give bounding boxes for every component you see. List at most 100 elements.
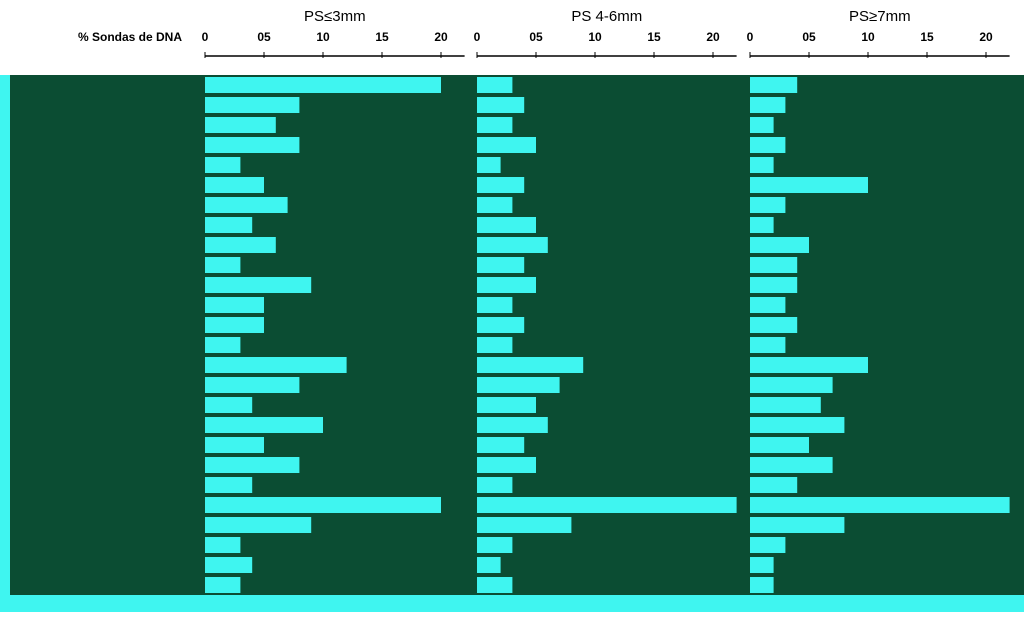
bar (477, 157, 501, 173)
x-tick-label: 20 (979, 30, 993, 44)
bar (205, 357, 347, 373)
bar (205, 197, 288, 213)
bar (750, 297, 786, 313)
bar (750, 557, 774, 573)
bar (477, 117, 513, 133)
bar (477, 277, 536, 293)
x-tick-label: 15 (920, 30, 934, 44)
x-tick-label: 10 (861, 30, 875, 44)
bar (205, 537, 241, 553)
bar (205, 417, 323, 433)
bar (477, 177, 525, 193)
bar (205, 497, 441, 513)
bar (750, 497, 1010, 513)
bar (477, 557, 501, 573)
bar (477, 357, 584, 373)
bar (477, 397, 536, 413)
x-tick-label: 10 (316, 30, 330, 44)
bar (477, 537, 513, 553)
bar (205, 277, 312, 293)
x-tick-label: 10 (588, 30, 602, 44)
x-tick-label: 05 (257, 30, 271, 44)
bar (750, 77, 798, 93)
bar (477, 97, 525, 113)
x-tick-label: 15 (647, 30, 661, 44)
bar (477, 437, 525, 453)
bar (205, 517, 312, 533)
bar (750, 397, 821, 413)
bar (477, 77, 513, 93)
bar (477, 517, 572, 533)
x-tick-label: 20 (706, 30, 720, 44)
panel-title: PS≤3mm (304, 8, 366, 25)
bar (750, 97, 786, 113)
bar (750, 477, 798, 493)
bar (205, 297, 264, 313)
bar (205, 77, 441, 93)
bar (205, 477, 253, 493)
bar (750, 357, 868, 373)
bar (750, 277, 798, 293)
bar (205, 557, 253, 573)
bar (477, 497, 737, 513)
bar (477, 217, 536, 233)
x-tick-label: 05 (802, 30, 816, 44)
bar (477, 577, 513, 593)
bar (750, 117, 774, 133)
bar (750, 517, 845, 533)
bar (750, 377, 833, 393)
bar (750, 177, 868, 193)
bar (477, 377, 560, 393)
x-tick-label: 0 (474, 30, 481, 44)
x-tick-label: 05 (529, 30, 543, 44)
bar (750, 437, 809, 453)
bar (750, 197, 786, 213)
x-tick-label: 15 (375, 30, 389, 44)
bar (750, 337, 786, 353)
x-tick-label: 0 (747, 30, 754, 44)
bar (205, 157, 241, 173)
bar (477, 237, 548, 253)
bar (750, 457, 833, 473)
bar (477, 337, 513, 353)
bottom-strip (0, 595, 1024, 612)
bar (477, 317, 525, 333)
bar (477, 137, 536, 153)
bar (205, 97, 300, 113)
bar (205, 577, 241, 593)
bar (750, 157, 774, 173)
bar (477, 197, 513, 213)
bar (205, 457, 300, 473)
panel-title: PS≥7mm (849, 8, 911, 25)
bar (477, 257, 525, 273)
bar (205, 317, 264, 333)
bar (205, 437, 264, 453)
bar (750, 137, 786, 153)
bar (205, 397, 253, 413)
x-tick-label: 20 (434, 30, 448, 44)
bar (750, 317, 798, 333)
bar (205, 337, 241, 353)
bar (205, 217, 253, 233)
bar (205, 257, 241, 273)
bar (205, 137, 300, 153)
bar (750, 257, 798, 273)
bar (205, 117, 276, 133)
bar (477, 457, 536, 473)
x-tick-label: 0 (202, 30, 209, 44)
bar (205, 177, 264, 193)
bar (477, 477, 513, 493)
bar (750, 537, 786, 553)
left-strip (0, 75, 10, 595)
bar (750, 217, 774, 233)
bar (477, 297, 513, 313)
axis-label: % Sondas de DNA (78, 30, 182, 44)
bar (205, 377, 300, 393)
panel-title: PS 4-6mm (571, 8, 642, 25)
bar (477, 417, 548, 433)
bar (205, 237, 276, 253)
bar (750, 417, 845, 433)
bar (750, 577, 774, 593)
